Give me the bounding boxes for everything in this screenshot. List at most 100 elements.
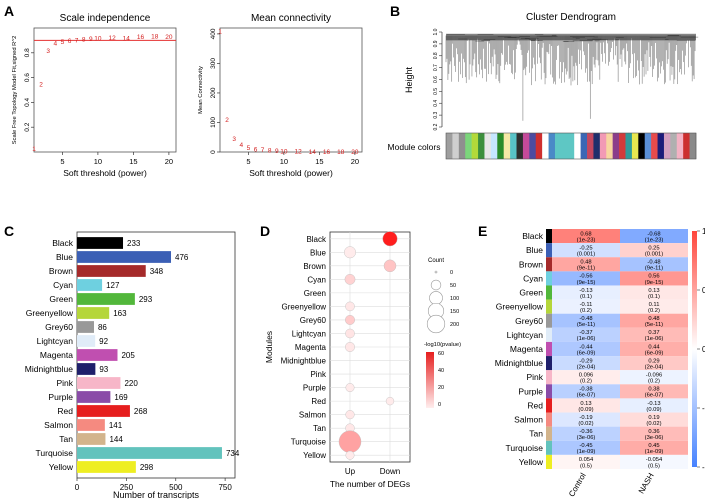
bar-value-label: 205 bbox=[121, 351, 135, 360]
heatmap-cell bbox=[552, 229, 620, 244]
dendrogram-top-mass bbox=[446, 33, 696, 41]
heatmap-cell-pvalue: (1e-23) bbox=[645, 237, 664, 243]
data-point-label: 20 bbox=[351, 149, 359, 156]
module-color-cell bbox=[465, 133, 472, 159]
heatmap-cell bbox=[552, 398, 620, 413]
heatmap-cell-pvalue: (1e-06) bbox=[577, 336, 596, 342]
colorbar-frame bbox=[445, 132, 697, 160]
heatmap-cell-pvalue: (6e-07) bbox=[577, 393, 596, 399]
module-label: Salmon bbox=[299, 411, 326, 420]
heatmap-cell-pvalue: (0.09) bbox=[578, 407, 593, 413]
bar-value-label: 169 bbox=[114, 393, 128, 402]
module-color-cell bbox=[574, 133, 581, 159]
module-color-cell bbox=[561, 133, 569, 159]
heatmap-cell bbox=[620, 356, 688, 371]
trait-label: Control bbox=[567, 471, 588, 498]
module-label: Yellow bbox=[519, 457, 544, 467]
module-color-cell bbox=[516, 133, 524, 159]
legend-color-tick: 20 bbox=[438, 385, 444, 391]
y-tick-label: 0.3 bbox=[433, 111, 439, 118]
panel-label-a: A bbox=[4, 3, 14, 19]
legend-count-circle bbox=[434, 270, 438, 274]
x-tick-label: 10 bbox=[280, 157, 288, 166]
module-label: Tan bbox=[529, 429, 543, 439]
deg-dot bbox=[345, 450, 355, 460]
module-color-cell bbox=[522, 133, 530, 159]
bar-category-label: Tan bbox=[59, 434, 73, 444]
heatmap-cell-value: 0.38 bbox=[648, 387, 659, 393]
plot-frame bbox=[33, 27, 177, 153]
bar bbox=[77, 279, 103, 291]
heatmap-cell bbox=[620, 426, 688, 441]
heatmap-cell-value: 0.48 bbox=[580, 260, 591, 266]
heatmap-cell-value: 0.45 bbox=[648, 443, 659, 449]
heatmap-cell-value: -0.11 bbox=[580, 302, 593, 308]
heatmap-cell bbox=[552, 341, 620, 357]
bar-category-label: Lightcyan bbox=[37, 336, 74, 346]
module-label: Grey60 bbox=[300, 316, 327, 325]
data-point-label: 5 bbox=[61, 39, 65, 46]
x-axis-label: Soft threshold (power) bbox=[63, 168, 147, 178]
colorbar-tick-label: 1 bbox=[702, 227, 705, 236]
heatmap-cell-pvalue: (0.001) bbox=[577, 252, 595, 258]
module-label: Turquoise bbox=[506, 443, 544, 453]
x-tick-label: 20 bbox=[165, 157, 173, 166]
y-tick-label: 100 bbox=[210, 117, 217, 128]
heatmap-cell-pvalue: (0.5) bbox=[580, 463, 592, 469]
heatmap-cell bbox=[552, 257, 620, 272]
heatmap-cell-pvalue: (1e-06) bbox=[645, 336, 664, 342]
module-label: Grey60 bbox=[515, 316, 543, 326]
bar-category-label: Salmon bbox=[44, 420, 73, 430]
deg-dot bbox=[345, 383, 355, 393]
heatmap-cell-pvalue: (9e-11) bbox=[645, 266, 663, 272]
heatmap-cell-value: -0.25 bbox=[579, 245, 592, 251]
deg-dot bbox=[383, 259, 397, 273]
heatmap-cell-value: -0.36 bbox=[579, 429, 592, 435]
legend-count-circle bbox=[426, 314, 446, 334]
heatmap-cell bbox=[620, 412, 688, 427]
legend-count-circle bbox=[430, 279, 442, 291]
data-point-label: 2 bbox=[225, 117, 229, 124]
x-axis-label: Number of transcripts bbox=[113, 490, 200, 499]
heatmap-cell-pvalue: (0.02) bbox=[646, 421, 661, 427]
module-label: Pink bbox=[526, 372, 543, 382]
module-color-cell bbox=[676, 133, 684, 159]
module-color-cell bbox=[542, 133, 549, 159]
heatmap-cell bbox=[552, 370, 620, 385]
bar bbox=[77, 377, 121, 389]
module-label: Purple bbox=[518, 386, 543, 396]
module-color-cell bbox=[683, 133, 690, 159]
heatmap-cell-value: 0.096 bbox=[579, 373, 594, 379]
x-tick-label: 500 bbox=[169, 483, 183, 492]
legend-count-label: 150 bbox=[450, 309, 459, 315]
bar-value-label: 144 bbox=[109, 435, 123, 444]
heatmap-cell bbox=[552, 412, 620, 427]
deg-dot bbox=[385, 396, 395, 406]
y-axis-label: Mean Connectivity bbox=[198, 66, 204, 114]
heatmap-cell bbox=[620, 299, 688, 314]
heatmap-cell bbox=[620, 398, 688, 413]
data-point-label: 16 bbox=[323, 149, 331, 156]
heatmap-cell-pvalue: (9e-15) bbox=[577, 280, 596, 286]
heatmap-cell bbox=[620, 229, 688, 244]
y-tick-label: 0.6 bbox=[433, 76, 439, 83]
module-label: Cyan bbox=[523, 273, 543, 283]
plot-frame bbox=[219, 27, 363, 153]
module-size-bar-chart: Black 233 Blue 476 Brown 348 Cyan 127 Green 293 Gr… bbox=[25, 231, 240, 499]
heatmap-cell-pvalue: (9e-11) bbox=[577, 266, 595, 272]
heatmap-cell-pvalue: (0.2) bbox=[580, 379, 592, 385]
y-tick-label: 0.6 bbox=[24, 73, 31, 82]
module-label: Brown bbox=[303, 262, 326, 271]
panel-label-c: C bbox=[4, 223, 14, 239]
bar-category-label: Purple bbox=[48, 392, 73, 402]
deg-dot bbox=[345, 328, 355, 339]
module-color-swatch bbox=[546, 341, 552, 357]
heatmap-cell bbox=[620, 327, 688, 342]
heatmap-cell-pvalue: (1e-23) bbox=[577, 237, 596, 243]
heatmap-cell-value: 0.56 bbox=[648, 274, 659, 280]
bar-category-label: Turquoise bbox=[36, 448, 74, 458]
data-point-label: 6 bbox=[254, 147, 258, 154]
module-color-cell bbox=[619, 133, 626, 159]
